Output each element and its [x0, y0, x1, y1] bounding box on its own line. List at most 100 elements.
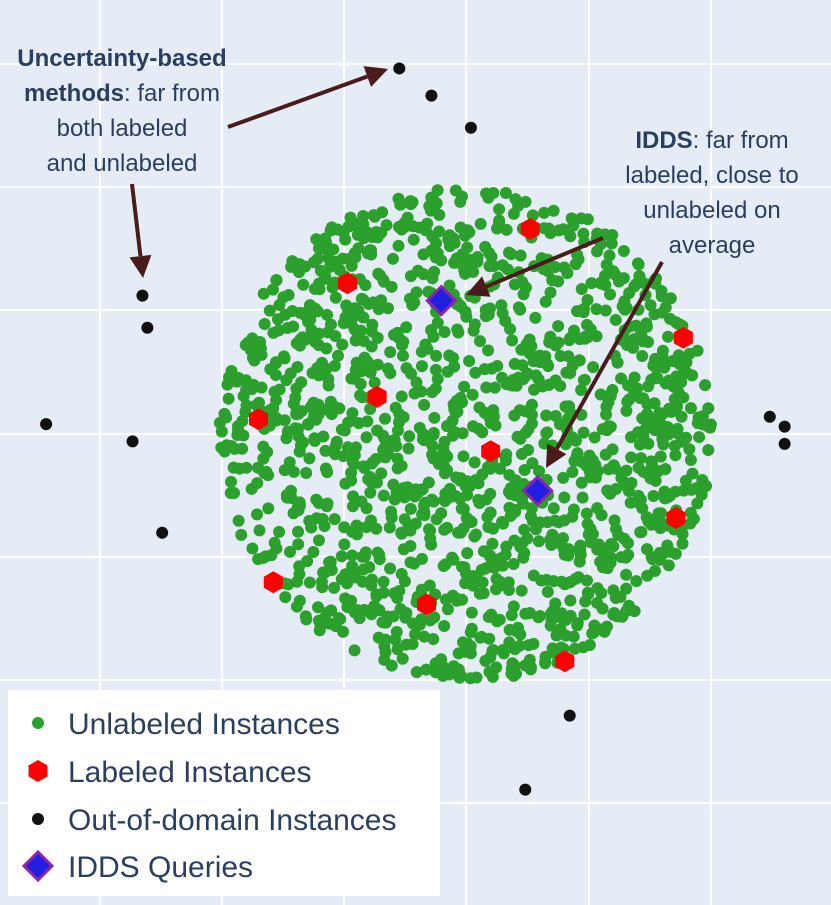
unlabeled-point [522, 443, 535, 456]
unlabeled-point [447, 553, 460, 566]
unlabeled-point [533, 609, 546, 622]
unlabeled-point [486, 670, 499, 683]
unlabeled-point [364, 403, 377, 416]
unlabeled-point [675, 435, 688, 448]
unlabeled-point [339, 477, 352, 490]
unlabeled-point [585, 277, 598, 290]
unlabeled-point [358, 603, 371, 616]
unlabeled-point [623, 287, 636, 300]
unlabeled-point [283, 545, 296, 558]
unlabeled-point [552, 224, 565, 237]
unlabeled-point [598, 625, 611, 638]
unlabeled-point [391, 592, 404, 605]
annotation-line: IDDS: far from [635, 127, 788, 154]
unlabeled-point [546, 642, 559, 655]
unlabeled-point [665, 405, 678, 418]
unlabeled-point [314, 264, 327, 277]
unlabeled-point [514, 249, 527, 262]
unlabeled-point [634, 452, 647, 465]
legend-label: Labeled Instances [68, 756, 312, 789]
unlabeled-point [407, 233, 420, 246]
unlabeled-point [339, 233, 352, 246]
unlabeled-point [549, 261, 562, 274]
unlabeled-point [312, 601, 325, 614]
unlabeled-point [277, 350, 290, 363]
unlabeled-point [523, 347, 536, 360]
unlabeled-point [502, 576, 515, 589]
unlabeled-point [633, 271, 646, 284]
unlabeled-point [446, 429, 459, 442]
unlabeled-point [337, 317, 350, 330]
unlabeled-point [615, 471, 628, 484]
unlabeled-point [222, 371, 235, 384]
unlabeled-point [416, 433, 429, 446]
unlabeled-point [408, 557, 421, 570]
annotation-line: both labeled [57, 115, 188, 142]
out-of-domain-point [141, 321, 154, 334]
unlabeled-point [518, 370, 531, 383]
unlabeled-point [321, 497, 334, 510]
unlabeled-point [590, 330, 603, 343]
unlabeled-point [549, 597, 562, 610]
annotation-text: methods [24, 80, 124, 107]
unlabeled-point [320, 403, 333, 416]
unlabeled-point [663, 489, 676, 502]
unlabeled-point [311, 252, 324, 265]
unlabeled-point [402, 442, 415, 455]
unlabeled-point [441, 603, 454, 616]
unlabeled-point [702, 444, 715, 457]
unlabeled-point [538, 206, 551, 219]
unlabeled-point [293, 568, 306, 581]
unlabeled-point [294, 335, 307, 348]
unlabeled-point [461, 241, 474, 254]
unlabeled-point [595, 276, 608, 289]
unlabeled-point [322, 373, 335, 386]
unlabeled-point [439, 495, 452, 508]
unlabeled-point [396, 349, 409, 362]
unlabeled-point [519, 195, 532, 208]
unlabeled-point [571, 617, 584, 630]
unlabeled-point [418, 630, 431, 643]
unlabeled-point [253, 339, 266, 352]
unlabeled-point [394, 197, 407, 210]
unlabeled-point [415, 385, 428, 398]
unlabeled-point [561, 267, 574, 280]
unlabeled-point [316, 513, 329, 526]
unlabeled-point [441, 464, 454, 477]
unlabeled-point [623, 393, 636, 406]
unlabeled-point [473, 401, 486, 414]
out-of-domain-point [393, 62, 406, 75]
unlabeled-point [459, 577, 472, 590]
unlabeled-point [312, 369, 325, 382]
unlabeled-point [401, 481, 414, 494]
unlabeled-point [600, 400, 613, 413]
unlabeled-point [637, 432, 650, 445]
labeled-point [666, 507, 686, 529]
unlabeled-point [328, 359, 341, 372]
unlabeled-point [575, 476, 588, 489]
unlabeled-point [671, 317, 684, 330]
unlabeled-point [379, 412, 392, 425]
unlabeled-point [519, 607, 532, 620]
unlabeled-point [539, 656, 552, 669]
unlabeled-point [472, 422, 485, 435]
unlabeled-point [476, 468, 489, 481]
unlabeled-point [329, 440, 342, 453]
unlabeled-point [684, 506, 697, 519]
annotation-line: labeled, close to [625, 162, 798, 189]
unlabeled-point [609, 268, 622, 281]
unlabeled-point [509, 193, 522, 206]
unlabeled-point [573, 555, 586, 568]
unlabeled-point [439, 593, 452, 606]
unlabeled-point [435, 653, 448, 666]
unlabeled-point [620, 404, 633, 417]
unlabeled-point [364, 486, 377, 499]
unlabeled-point [464, 672, 477, 685]
unlabeled-point [504, 323, 517, 336]
unlabeled-point [584, 522, 597, 535]
unlabeled-point [395, 527, 408, 540]
unlabeled-point [324, 318, 337, 331]
unlabeled-point [397, 543, 410, 556]
unlabeled-point [361, 355, 374, 368]
